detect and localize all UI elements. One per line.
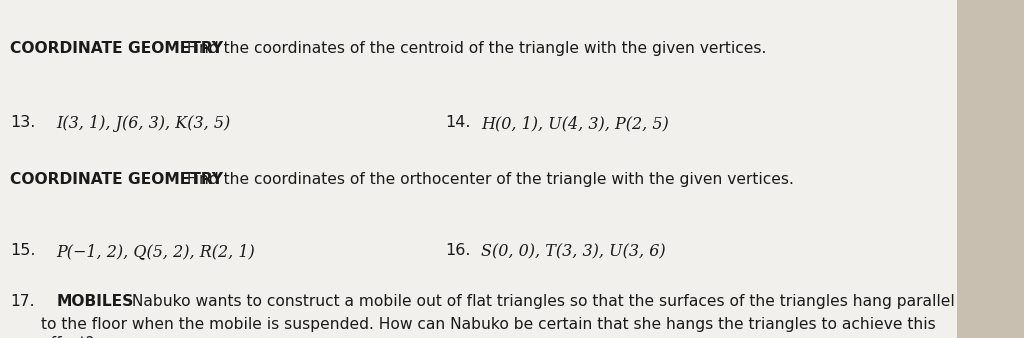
Text: Nabuko wants to construct a mobile out of flat triangles so that the surfaces of: Nabuko wants to construct a mobile out o… [127,294,954,309]
Text: 15.: 15. [10,243,36,258]
Text: Find the coordinates of the centroid of the triangle with the given vertices.: Find the coordinates of the centroid of … [182,41,767,55]
Text: COORDINATE GEOMETRY: COORDINATE GEOMETRY [10,172,223,187]
Text: P(−1, 2), Q(5, 2), R(2, 1): P(−1, 2), Q(5, 2), R(2, 1) [56,243,255,260]
Text: effect?: effect? [41,336,94,338]
Text: 16.: 16. [445,243,471,258]
Text: to the floor when the mobile is suspended. How can Nabuko be certain that she ha: to the floor when the mobile is suspende… [41,317,936,332]
Text: I(3, 1), J(6, 3), K(3, 5): I(3, 1), J(6, 3), K(3, 5) [56,115,230,132]
Bar [957,0,1024,338]
Text: 17.: 17. [10,294,35,309]
Text: 13.: 13. [10,115,36,130]
Text: Find the coordinates of the orthocenter of the triangle with the given vertices.: Find the coordinates of the orthocenter … [182,172,795,187]
Text: MOBILES: MOBILES [56,294,134,309]
Text: COORDINATE GEOMETRY: COORDINATE GEOMETRY [10,41,223,55]
Text: 14.: 14. [445,115,471,130]
Text: S(0, 0), T(3, 3), U(3, 6): S(0, 0), T(3, 3), U(3, 6) [481,243,666,260]
Text: H(0, 1), U(4, 3), P(2, 5): H(0, 1), U(4, 3), P(2, 5) [481,115,669,132]
